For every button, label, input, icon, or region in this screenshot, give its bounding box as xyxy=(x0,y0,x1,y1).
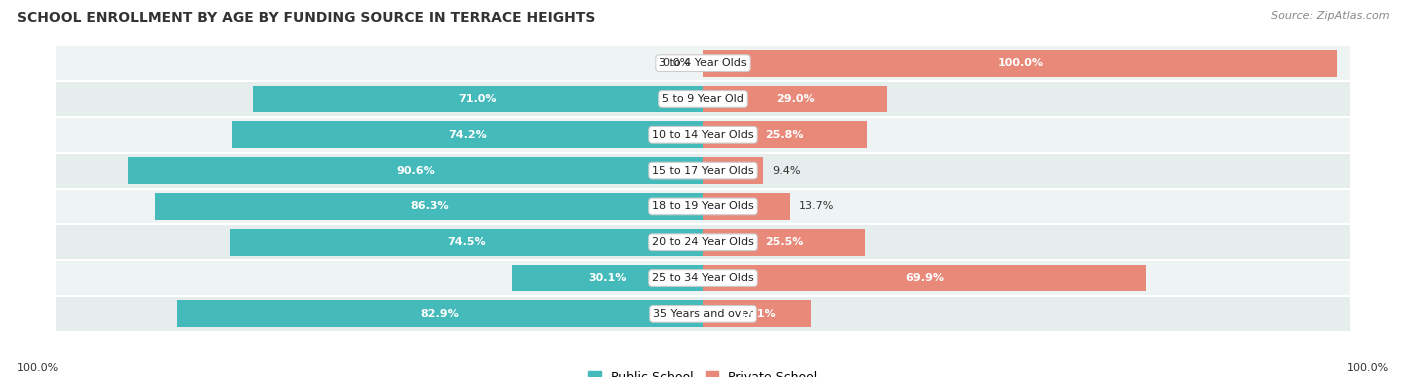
Bar xyxy=(703,265,1146,291)
Bar xyxy=(56,224,1350,260)
Text: 10 to 14 Year Olds: 10 to 14 Year Olds xyxy=(652,130,754,140)
Text: 69.9%: 69.9% xyxy=(905,273,945,283)
Bar xyxy=(56,296,1350,332)
Text: 3 to 4 Year Olds: 3 to 4 Year Olds xyxy=(659,58,747,68)
Text: 25 to 34 Year Olds: 25 to 34 Year Olds xyxy=(652,273,754,283)
Bar xyxy=(231,229,703,256)
Text: 18 to 19 Year Olds: 18 to 19 Year Olds xyxy=(652,201,754,211)
Legend: Public School, Private School: Public School, Private School xyxy=(583,366,823,377)
Text: 100.0%: 100.0% xyxy=(1347,363,1389,373)
Text: 90.6%: 90.6% xyxy=(396,166,434,176)
Bar xyxy=(177,300,703,327)
Text: 29.0%: 29.0% xyxy=(776,94,814,104)
Bar xyxy=(703,193,790,220)
Text: 71.0%: 71.0% xyxy=(458,94,498,104)
Bar xyxy=(156,193,703,220)
Bar xyxy=(56,188,1350,224)
Text: 86.3%: 86.3% xyxy=(411,201,449,211)
Text: 5 to 9 Year Old: 5 to 9 Year Old xyxy=(662,94,744,104)
Bar xyxy=(56,260,1350,296)
Text: SCHOOL ENROLLMENT BY AGE BY FUNDING SOURCE IN TERRACE HEIGHTS: SCHOOL ENROLLMENT BY AGE BY FUNDING SOUR… xyxy=(17,11,595,25)
Bar xyxy=(703,50,1337,77)
Text: 13.7%: 13.7% xyxy=(799,201,835,211)
Bar xyxy=(56,81,1350,117)
Bar xyxy=(56,117,1350,153)
Text: 30.1%: 30.1% xyxy=(588,273,627,283)
Text: 74.2%: 74.2% xyxy=(449,130,486,140)
Bar xyxy=(232,121,703,148)
Bar xyxy=(703,86,887,112)
Text: 9.4%: 9.4% xyxy=(772,166,800,176)
Text: 25.8%: 25.8% xyxy=(766,130,804,140)
Bar xyxy=(703,157,762,184)
Bar xyxy=(703,300,811,327)
Text: 100.0%: 100.0% xyxy=(17,363,59,373)
Text: 17.1%: 17.1% xyxy=(738,309,776,319)
Bar xyxy=(703,121,866,148)
Text: Source: ZipAtlas.com: Source: ZipAtlas.com xyxy=(1271,11,1389,21)
Bar xyxy=(512,265,703,291)
Text: 74.5%: 74.5% xyxy=(447,237,486,247)
Text: 20 to 24 Year Olds: 20 to 24 Year Olds xyxy=(652,237,754,247)
Text: 100.0%: 100.0% xyxy=(997,58,1043,68)
Text: 25.5%: 25.5% xyxy=(765,237,803,247)
Text: 0.0%: 0.0% xyxy=(662,58,690,68)
Text: 15 to 17 Year Olds: 15 to 17 Year Olds xyxy=(652,166,754,176)
Bar xyxy=(128,157,703,184)
Text: 35 Years and over: 35 Years and over xyxy=(652,309,754,319)
Bar xyxy=(56,45,1350,81)
Bar xyxy=(253,86,703,112)
Text: 82.9%: 82.9% xyxy=(420,309,460,319)
Bar xyxy=(56,153,1350,188)
Bar xyxy=(703,229,865,256)
